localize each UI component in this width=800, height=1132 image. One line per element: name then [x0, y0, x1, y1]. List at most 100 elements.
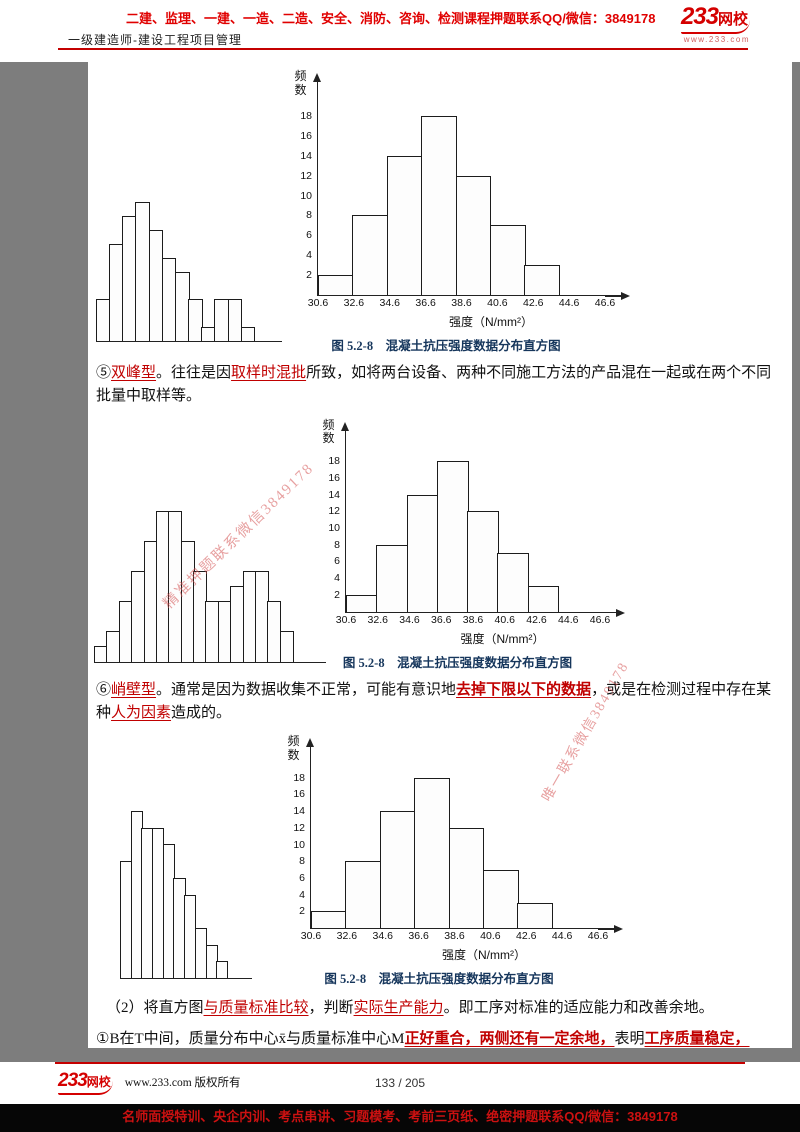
- bars: [311, 761, 598, 928]
- y-axis-title: 频数: [287, 734, 300, 762]
- header-promo-text: 二建、监理、一建、一造、二造、安全、消防、咨询、检测课程押题联系QQ/微信：38…: [126, 11, 656, 26]
- text: 。即工序对标准的适应能力和改善余地。: [443, 1000, 714, 1016]
- y-tick-label: 2: [334, 588, 340, 601]
- x-axis-title: 强度（N/mm²）: [442, 948, 526, 962]
- brand-logo-cn: 网校: [86, 1075, 111, 1089]
- y-axis-line: [316, 82, 318, 96]
- header-course-title: 一级建造师-建设工程项目管理: [68, 33, 242, 47]
- figure-row-1: 频数 2 4 6 8 10 12 14 16 18 30.6 32.6 34.6 36.6 38.6 40…: [88, 69, 792, 354]
- text: （2）将直方图: [106, 1000, 204, 1016]
- figure-block-2: 频数 2 4 6 8 10 12 14 16 18 30.6 32.6 34.6 36.6 38.6 40…: [315, 417, 625, 671]
- figure-block-3: 频数 2 4 6 8 10 12 14 16 18 30.6 32.6 34.6 36.6 38.6 40…: [280, 734, 623, 987]
- x-tick-label: 38.6: [444, 930, 465, 942]
- x-tick-label: 40.6: [494, 613, 515, 626]
- histogram-bar: [455, 175, 492, 295]
- x-tick-label: 32.6: [343, 297, 365, 309]
- document-canvas: 频数 2 4 6 8 10 12 14 16 18 30.6 32.6 34.6 36.6 38.6 40…: [0, 62, 800, 1062]
- y-tick-label: 14: [328, 488, 340, 501]
- bars: [96, 202, 272, 341]
- bars: [318, 96, 605, 295]
- x-tick-label: 44.6: [551, 930, 573, 942]
- brand-logo-number: 233: [58, 1070, 88, 1091]
- y-tick-label: 14: [300, 149, 312, 162]
- y-tick-label: 10: [300, 189, 312, 202]
- histogram-bar: [279, 631, 294, 662]
- y-tick-label: 6: [299, 871, 305, 884]
- page-number: 133 / 205: [374, 1076, 426, 1090]
- paragraph-compare-standard: （2）将直方图与质量标准比较，判断实际生产能力。即工序对标准的适应能力和改善余地…: [96, 997, 782, 1020]
- brand-url: www.233.com: [683, 35, 750, 44]
- y-tick-label: 8: [334, 538, 340, 551]
- x-tick-label: 32.6: [367, 613, 388, 626]
- brand-logo: 233网校 www.233.com: [680, 3, 750, 44]
- figure-caption: 图 5.2-8 混凝土抗压强度数据分布直方图: [331, 339, 561, 353]
- histogram-bar: [421, 115, 457, 295]
- highlight: 与质量标准比较: [203, 1000, 309, 1016]
- figure-row-2: 频数 2 4 6 8 10 12 14 16 18 30.6 32.6 34.6 36.6 38.6 40…: [88, 417, 792, 671]
- y-tick-label: 18: [300, 109, 312, 122]
- histogram-bar: [414, 777, 450, 928]
- list-marker: ⑤: [96, 365, 112, 381]
- y-tick-label: 16: [300, 129, 312, 142]
- y-tick-label: 4: [306, 249, 312, 262]
- histogram-strength-distribution-3: 频数 2 4 6 8 10 12 14 16 18 30.6 32.6 34.6 36.6 38.6 40…: [280, 734, 623, 963]
- figure-caption: 图 5.2-8 混凝土抗压强度数据分布直方图: [342, 655, 573, 670]
- x-tick-label: 40.6: [480, 930, 501, 942]
- text: ，或是在检测过程中存在某种: [96, 681, 772, 721]
- x-axis-arrow: [621, 292, 630, 300]
- x-tick-label: 46.6: [594, 297, 616, 309]
- histogram-bar: [386, 155, 423, 295]
- histogram-bar: [527, 586, 560, 612]
- brand-logo-text: 233网校: [680, 3, 750, 34]
- y-axis-arrow: [341, 421, 349, 431]
- x-tick-label: 36.6: [431, 613, 452, 626]
- y-tick-label: 18: [328, 455, 340, 468]
- x-tick-label: 32.6: [336, 930, 358, 942]
- x-tick-label: 46.6: [589, 613, 611, 626]
- figure-block-1: 频数 2 4 6 8 10 12 14 16 18 30.6 32.6 34.6 36.6 38.6 40…: [287, 69, 630, 354]
- histogram-isolated-island: [96, 202, 282, 342]
- footer-content: 233网校 www.233.com 版权所有: [58, 1070, 241, 1095]
- x-tick-labels: 30.6 32.6 34.6 36.6 38.6 40.6 42.6 44.6 46.6: [336, 612, 610, 627]
- x-tick-label: 30.6: [300, 930, 322, 942]
- highlight: 工序质量稳定，: [644, 1031, 750, 1048]
- histogram-strength-distribution-1: 频数 2 4 6 8 10 12 14 16 18 30.6 32.6 34.6 36.6 38.6 40…: [287, 69, 630, 330]
- text: 。通常是因为数据收集不正常，可能有意识地: [156, 681, 457, 698]
- text: 所致，如将两台设备、两种不同施工方法的产品混在一起或在两个不同批量中取样等。: [96, 365, 772, 405]
- x-tick-label: 42.6: [516, 930, 537, 942]
- y-tick-labels: 2 4 6 8 10 12 14 16 18: [290, 96, 314, 295]
- histogram-bar: [379, 811, 416, 928]
- x-tick-label: 40.6: [487, 297, 508, 309]
- y-axis-arrow: [313, 73, 321, 82]
- x-tick-label: 36.6: [415, 297, 436, 309]
- y-tick-label: 2: [299, 905, 305, 918]
- bottom-banner: 名师面授特训、央企内训、考点串讲、习题模考、考前三页纸、绝密押题联系QQ/微信：…: [0, 1104, 800, 1132]
- x-tick-label: 38.6: [462, 613, 484, 626]
- y-tick-label: 18: [293, 771, 305, 784]
- x-tick-label: 46.6: [587, 930, 609, 942]
- brand-logo: 233网校: [58, 1070, 113, 1095]
- histogram-bar: [227, 299, 243, 341]
- term-cliff: 峭壁型: [111, 681, 157, 698]
- highlight: 取样时混批: [231, 365, 307, 381]
- y-tick-labels: 2 4 6 8 10 12 14 16 18: [283, 761, 307, 928]
- y-tick-label: 8: [306, 209, 312, 222]
- y-tick-label: 12: [300, 169, 312, 182]
- list-marker: ⑥: [96, 681, 112, 698]
- plot-area: 2 4 6 8 10 12 14 16 18 30.6 32.6 34.6 36.6 38.6 40.6 4…: [328, 421, 625, 626]
- histogram-bar: [318, 275, 354, 295]
- histogram-bar: [482, 869, 519, 928]
- x-tick-labels: 30.6 32.6 34.6 36.6 38.6 40.6 42.6 44.6 46.6: [301, 928, 608, 943]
- histogram-bar: [524, 265, 561, 295]
- y-axis-title: 频数: [322, 417, 335, 446]
- y-tick-label: 10: [293, 838, 305, 851]
- figure-caption: 图 5.2-8 混凝土抗压强度数据分布直方图: [324, 972, 554, 986]
- histogram-bar: [216, 961, 229, 978]
- highlight: 实际生产能力: [353, 1000, 444, 1016]
- highlight: 人为因素: [111, 704, 172, 721]
- y-tick-label: 16: [293, 788, 305, 801]
- brand-logo-text: 233网校: [58, 1070, 113, 1095]
- header-divider: [58, 48, 748, 50]
- y-tick-label: 6: [306, 229, 312, 242]
